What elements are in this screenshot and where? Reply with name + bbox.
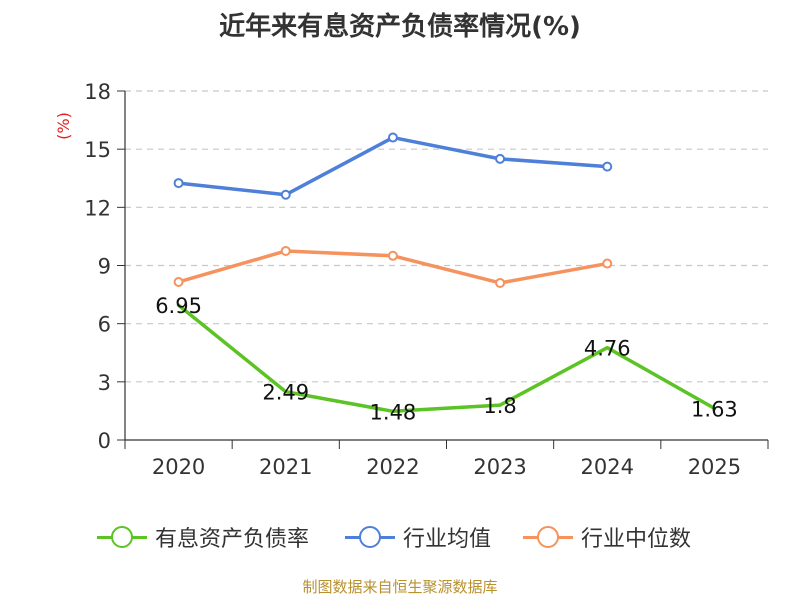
data-labels: 6.95 2.49 1.48 1.8 4.76 1.63 xyxy=(155,294,738,424)
legend-marker-icon xyxy=(97,521,147,553)
series-point-2 xyxy=(280,245,291,256)
x-tick-label: 2023 xyxy=(473,455,526,479)
y-tick-label: 15 xyxy=(84,138,111,162)
legend-item-interest-debt-ratio[interactable]: 有息资产负债率 xyxy=(97,521,309,553)
y-axis-label: (%) xyxy=(54,112,73,140)
y-tick-label: 3 xyxy=(98,371,111,395)
data-label: 1.63 xyxy=(691,397,738,421)
data-label: 1.48 xyxy=(370,400,417,424)
y-tick-label: 18 xyxy=(84,80,111,104)
axes: 0 3 6 9 12 15 18 2020 2021 2022 2023 2024 2025 (%) xyxy=(54,80,769,479)
series-point-2 xyxy=(495,277,506,288)
series-point-2 xyxy=(173,276,184,287)
legend-marker-icon xyxy=(345,521,395,553)
legend-label: 行业均值 xyxy=(403,527,492,552)
y-tick-label: 0 xyxy=(98,429,111,453)
x-tick-label: 2024 xyxy=(581,455,634,479)
series-line-1 xyxy=(176,135,609,197)
source-note: 制图数据来自恒生聚源数据库 xyxy=(302,578,498,596)
data-label: 2.49 xyxy=(262,381,309,405)
data-label: 4.76 xyxy=(584,337,631,361)
legend-item-industry-mean[interactable]: 行业均值 xyxy=(345,521,491,553)
legend-marker-icon xyxy=(523,521,573,553)
legend: 有息资产负债率 行业均值 行业中位数 xyxy=(0,521,800,553)
series-point-2 xyxy=(387,250,398,261)
series-point-2 xyxy=(602,258,613,269)
y-tick-label: 12 xyxy=(84,196,111,220)
data-label: 6.95 xyxy=(155,294,202,318)
x-tick-label: 2025 xyxy=(688,455,741,479)
legend-item-industry-median[interactable]: 行业中位数 xyxy=(523,521,691,553)
y-tick-label: 9 xyxy=(98,255,111,279)
x-tick-label: 2022 xyxy=(366,455,419,479)
x-tick-label: 2020 xyxy=(152,455,205,479)
series-point-1 xyxy=(387,132,398,143)
y-tick-label: 6 xyxy=(98,313,111,337)
legend-label: 有息资产负债率 xyxy=(155,527,310,552)
series-lines xyxy=(173,132,717,414)
chart-title: 近年来有息资产负债率情况(%) xyxy=(219,12,581,42)
series-point-1 xyxy=(173,178,184,189)
series-point-1 xyxy=(495,153,506,164)
series-point-1 xyxy=(602,161,613,172)
legend-label: 行业中位数 xyxy=(581,527,692,552)
x-tick-label: 2021 xyxy=(259,455,312,479)
series-line-0 xyxy=(176,303,717,414)
data-label: 1.8 xyxy=(483,394,516,418)
series-point-1 xyxy=(280,189,291,200)
